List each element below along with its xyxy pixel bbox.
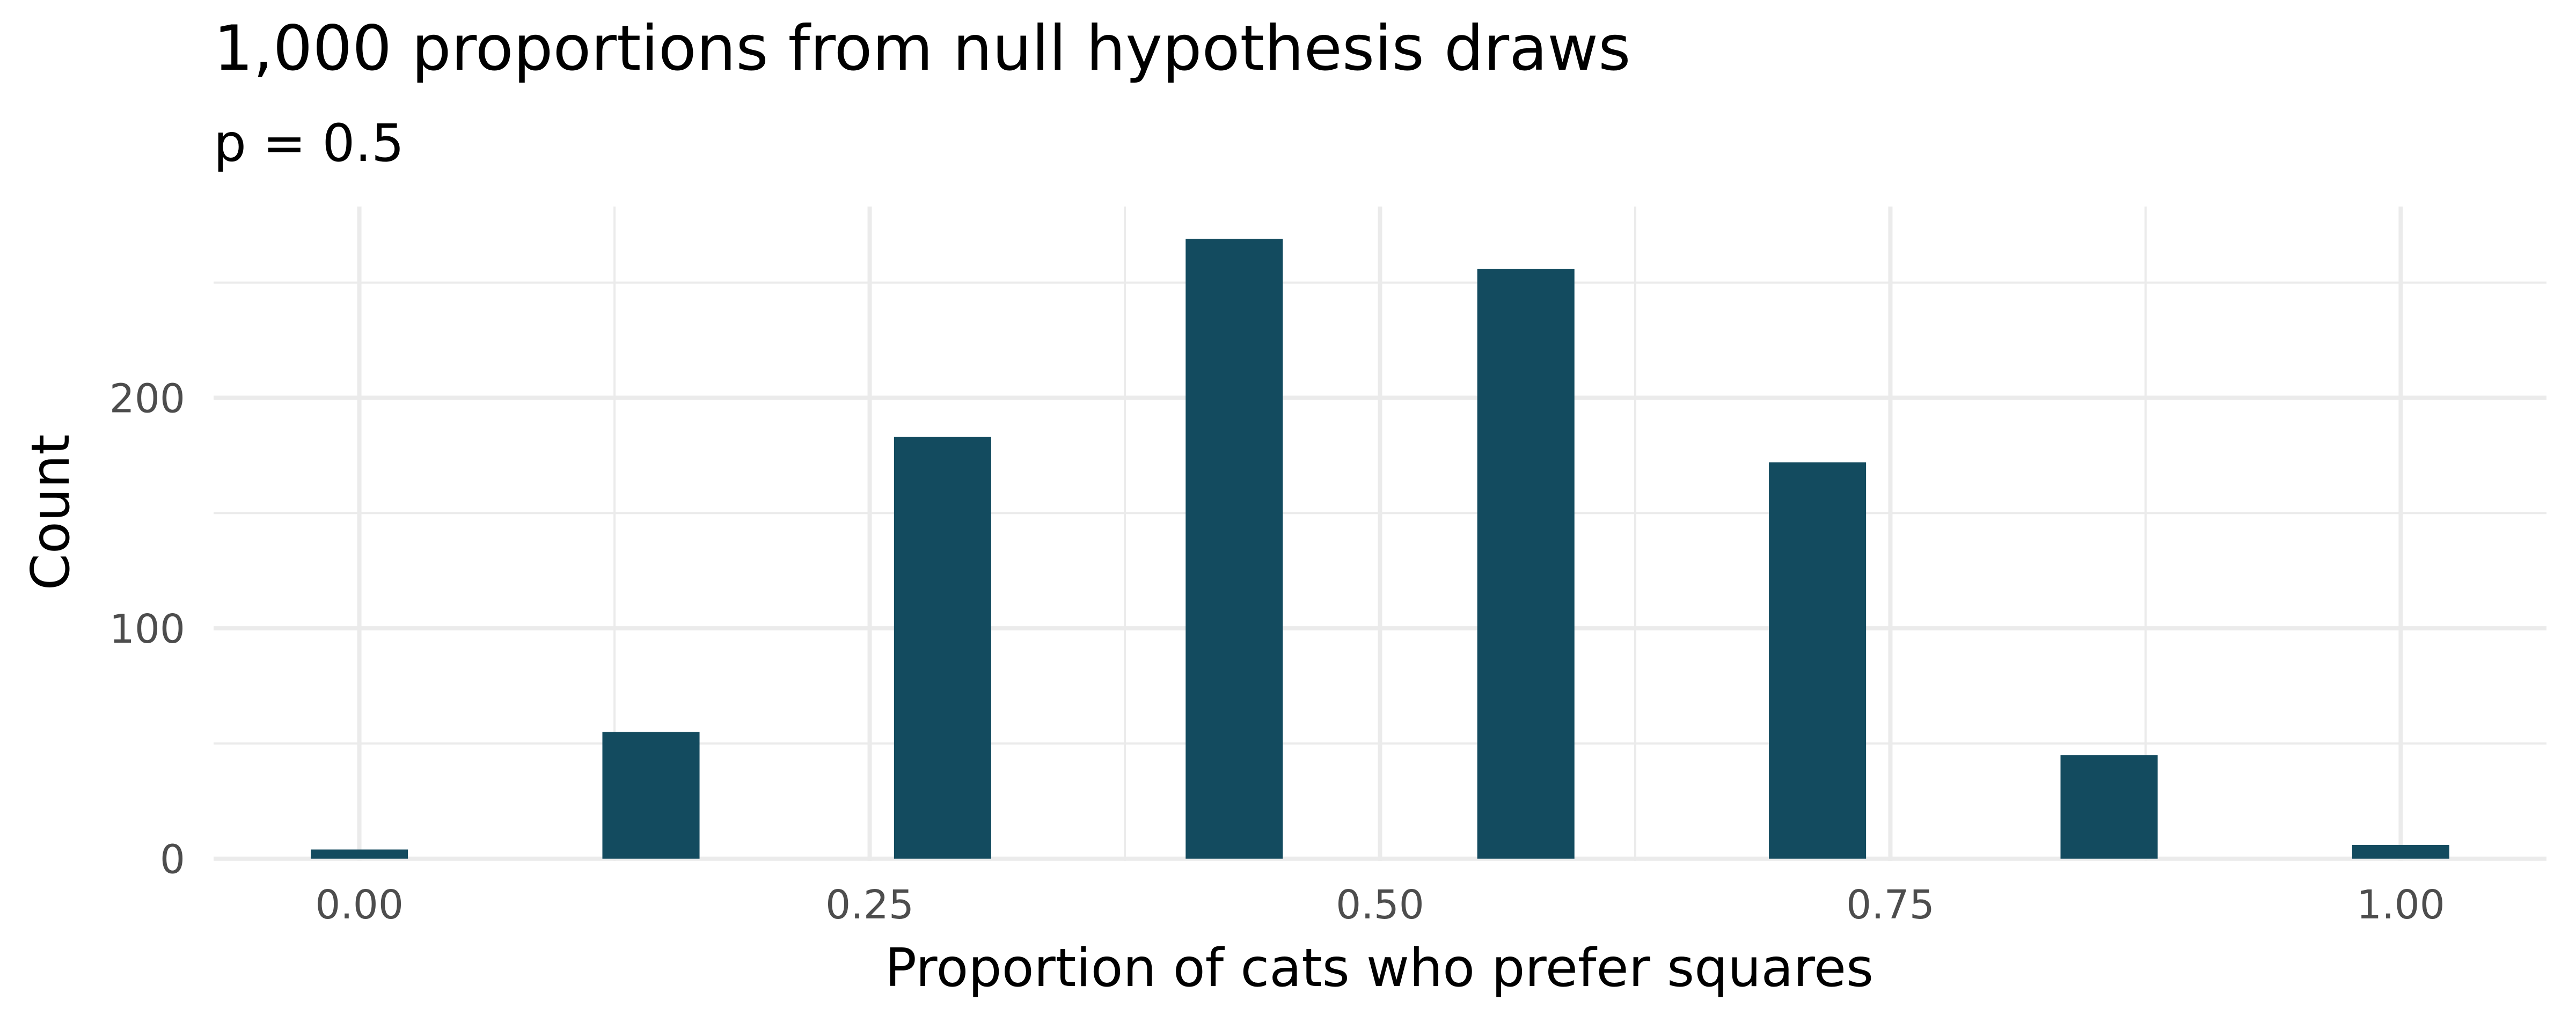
x-axis-title: Proportion of cats who prefer squares: [885, 938, 1874, 999]
chart-subtitle: p = 0.5: [214, 113, 404, 173]
histogram-bar: [2060, 755, 2158, 859]
x-tick-label: 1.00: [2357, 882, 2445, 928]
histogram-bar: [894, 437, 991, 859]
x-tick-label: 0.00: [315, 882, 404, 928]
y-tick-labels: 0 100 200: [109, 376, 185, 883]
grid-lines: [214, 207, 2546, 861]
histogram-bar: [602, 732, 700, 859]
y-tick-label: 0: [160, 837, 185, 883]
x-tick-label: 0.25: [825, 882, 914, 928]
bars: [311, 239, 2449, 859]
chart-title: 1,000 proportions from null hypothesis d…: [214, 12, 1631, 85]
x-tick-labels: 0.00 0.25 0.50 0.75 1.00: [315, 882, 2445, 928]
histogram-bar: [1185, 239, 1283, 859]
x-tick-label: 0.75: [1846, 882, 1935, 928]
y-tick-label: 200: [109, 376, 185, 422]
histogram-bar: [2352, 844, 2449, 859]
y-tick-label: 100: [109, 606, 185, 652]
x-tick-label: 0.50: [1336, 882, 1424, 928]
y-axis-title: Count: [20, 434, 82, 590]
histogram-bar: [1769, 462, 1867, 859]
histogram-bar: [311, 849, 408, 859]
histogram-bar: [1477, 268, 1575, 859]
